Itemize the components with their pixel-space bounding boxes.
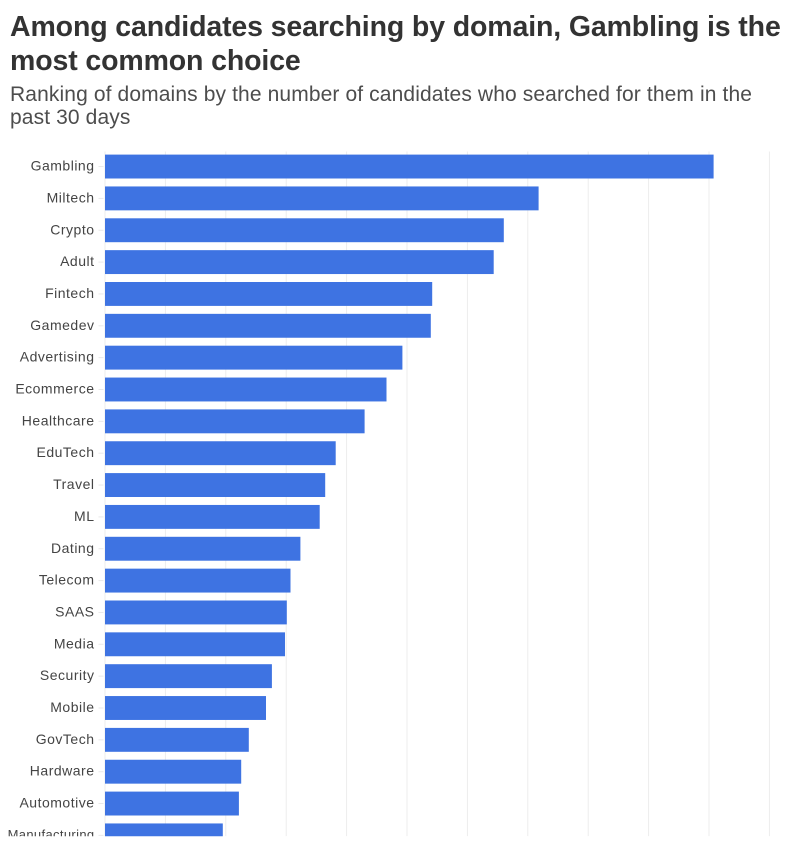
svg-text:ML: ML: [74, 508, 94, 524]
svg-text:Ecommerce: Ecommerce: [15, 381, 94, 397]
svg-text:Gambling: Gambling: [31, 158, 95, 174]
svg-text:Security: Security: [40, 667, 95, 683]
svg-text:Adult: Adult: [60, 253, 94, 269]
svg-text:Telecom: Telecom: [39, 572, 95, 588]
svg-text:Advertising: Advertising: [20, 349, 95, 365]
svg-text:Dating: Dating: [51, 540, 94, 556]
svg-text:Travel: Travel: [53, 476, 94, 492]
svg-text:Gamedev: Gamedev: [30, 317, 94, 333]
svg-text:EduTech: EduTech: [37, 444, 95, 460]
svg-text:Manufacturing: Manufacturing: [8, 827, 95, 842]
svg-text:Hardware: Hardware: [30, 763, 95, 779]
svg-text:Miltech: Miltech: [47, 189, 95, 205]
svg-text:Crypto: Crypto: [50, 221, 94, 237]
svg-text:GovTech: GovTech: [36, 731, 95, 747]
svg-text:Healthcare: Healthcare: [22, 412, 95, 428]
svg-text:Media: Media: [54, 635, 95, 651]
svg-text:Automotive: Automotive: [19, 795, 94, 811]
svg-text:SAAS: SAAS: [55, 603, 94, 619]
svg-text:Mobile: Mobile: [50, 699, 94, 715]
svg-text:Fintech: Fintech: [45, 285, 94, 301]
